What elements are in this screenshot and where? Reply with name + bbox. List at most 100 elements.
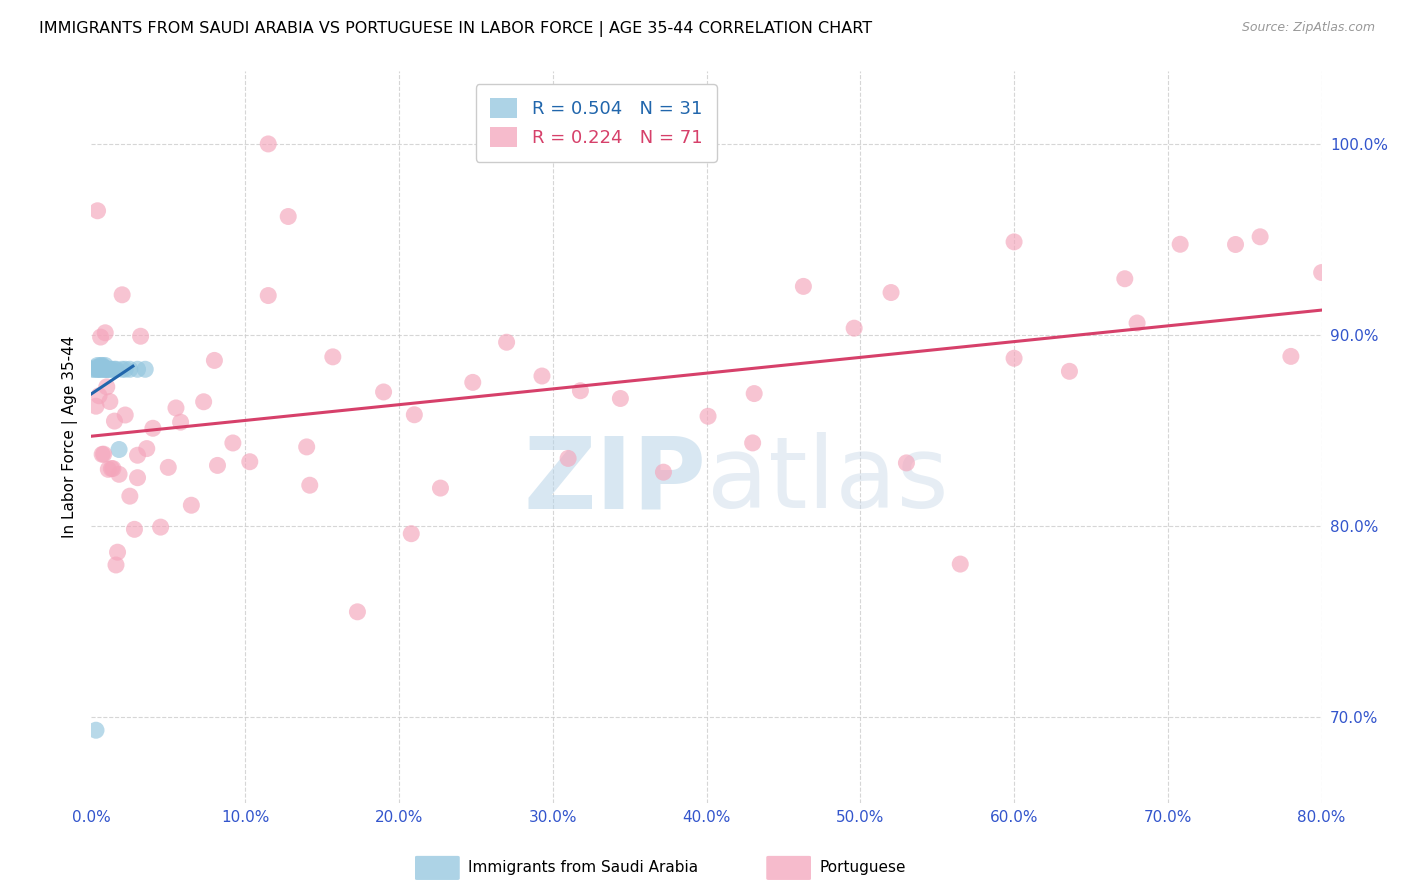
Point xyxy=(90,330,112,344)
Point xyxy=(569,384,592,398)
Point xyxy=(652,465,675,479)
Point xyxy=(94,362,117,376)
Point xyxy=(107,545,129,559)
Point xyxy=(277,210,299,224)
Point xyxy=(298,478,321,492)
Y-axis label: In Labor Force | Age 35-44: In Labor Force | Age 35-44 xyxy=(62,336,77,538)
Point xyxy=(84,399,107,413)
Point xyxy=(1059,364,1081,378)
Point xyxy=(530,369,553,384)
Point xyxy=(135,442,157,456)
Point xyxy=(111,287,134,301)
Point xyxy=(609,392,631,406)
Point xyxy=(896,456,918,470)
Point xyxy=(295,440,318,454)
Point xyxy=(134,362,156,376)
Point xyxy=(1279,350,1302,364)
Point xyxy=(96,362,118,376)
Point xyxy=(93,360,115,375)
Point xyxy=(86,203,108,218)
Point xyxy=(1002,351,1025,366)
Text: Portuguese: Portuguese xyxy=(820,860,907,874)
Point xyxy=(495,335,517,350)
Point xyxy=(142,421,165,435)
Point xyxy=(257,288,280,302)
Point xyxy=(91,360,114,375)
Point xyxy=(149,520,172,534)
Point xyxy=(1168,237,1191,252)
Point xyxy=(697,409,720,424)
Point xyxy=(114,408,136,422)
Point xyxy=(105,362,127,376)
Point xyxy=(97,362,120,376)
Point xyxy=(90,362,112,376)
Point xyxy=(157,460,180,475)
Point xyxy=(114,362,136,376)
Legend: R = 0.504   N = 31, R = 0.224   N = 71: R = 0.504 N = 31, R = 0.224 N = 71 xyxy=(475,84,717,161)
Point xyxy=(792,279,814,293)
Text: Source: ZipAtlas.com: Source: ZipAtlas.com xyxy=(1241,21,1375,35)
Point xyxy=(1249,229,1271,244)
Point xyxy=(105,558,127,572)
Point xyxy=(880,285,903,300)
Point xyxy=(1126,316,1149,330)
Point xyxy=(127,362,149,376)
Point xyxy=(429,481,451,495)
Point xyxy=(86,359,108,373)
Point xyxy=(322,350,344,364)
Point xyxy=(180,498,202,512)
Point xyxy=(222,436,245,450)
Point xyxy=(91,359,114,373)
Point xyxy=(94,326,117,340)
Point xyxy=(87,360,110,375)
Point xyxy=(202,353,225,368)
Point xyxy=(842,321,865,335)
Point xyxy=(100,461,122,475)
Text: IMMIGRANTS FROM SAUDI ARABIA VS PORTUGUESE IN LABOR FORCE | AGE 35-44 CORRELATIO: IMMIGRANTS FROM SAUDI ARABIA VS PORTUGUE… xyxy=(39,21,873,37)
Point xyxy=(127,471,149,485)
Point xyxy=(108,467,131,482)
Point xyxy=(93,362,115,376)
Point xyxy=(94,359,117,373)
Point xyxy=(101,461,124,475)
Point xyxy=(96,380,118,394)
Point xyxy=(87,362,110,376)
Point xyxy=(103,414,125,428)
FancyBboxPatch shape xyxy=(415,856,460,880)
FancyBboxPatch shape xyxy=(766,856,811,880)
Point xyxy=(98,362,121,376)
Point xyxy=(86,362,108,376)
Point xyxy=(91,362,114,376)
Point xyxy=(87,389,110,403)
Point xyxy=(103,362,125,376)
Point xyxy=(98,394,121,409)
Point xyxy=(169,415,191,429)
Text: Immigrants from Saudi Arabia: Immigrants from Saudi Arabia xyxy=(468,860,699,874)
Point xyxy=(118,489,141,503)
Point xyxy=(84,360,107,375)
Point xyxy=(399,526,422,541)
Point xyxy=(165,401,187,415)
Point xyxy=(127,448,149,462)
Text: ZIP: ZIP xyxy=(523,433,706,530)
Point xyxy=(1225,237,1247,252)
Point xyxy=(100,362,122,376)
Point xyxy=(118,362,141,376)
Point xyxy=(1310,266,1333,280)
Point xyxy=(93,447,115,461)
Point xyxy=(96,362,118,376)
Point xyxy=(97,462,120,476)
Point xyxy=(239,455,262,469)
Point xyxy=(461,376,484,390)
Point xyxy=(84,723,107,738)
Text: atlas: atlas xyxy=(706,433,948,530)
Point xyxy=(129,329,152,343)
Point xyxy=(91,447,114,461)
Point xyxy=(207,458,229,473)
Point xyxy=(82,362,104,376)
Point xyxy=(404,408,426,422)
Point xyxy=(108,442,131,457)
Point xyxy=(257,136,280,151)
Point xyxy=(86,362,108,376)
Point xyxy=(193,394,215,409)
